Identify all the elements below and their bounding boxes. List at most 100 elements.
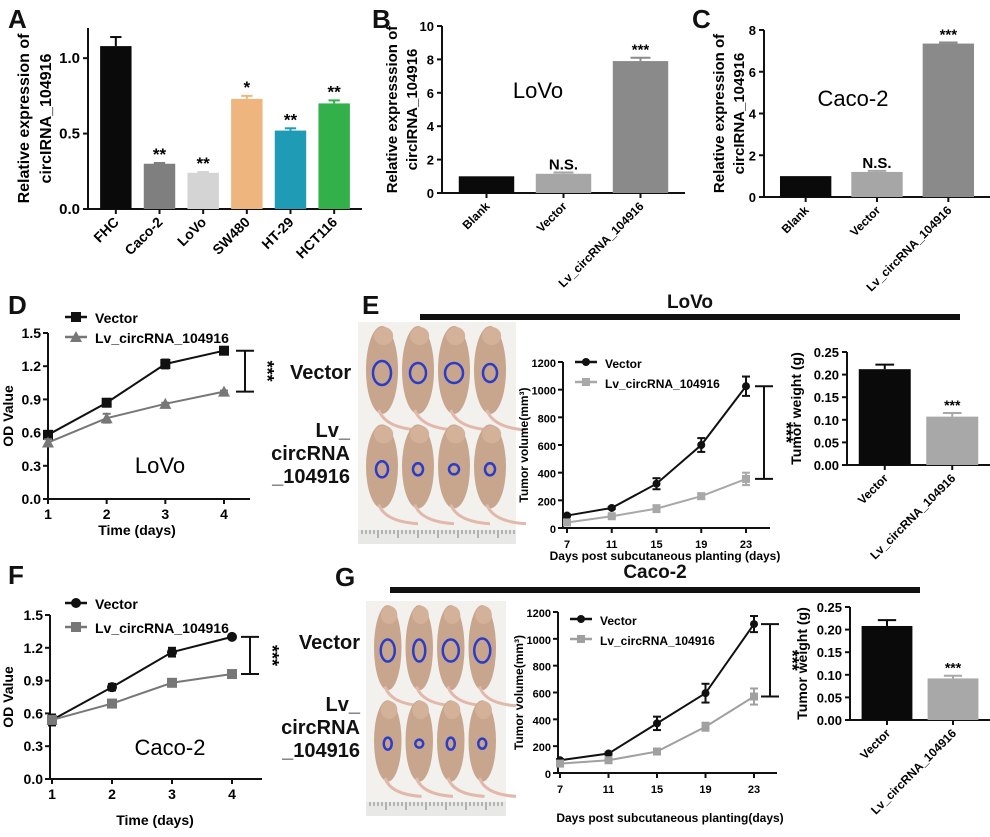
mouse-body bbox=[438, 424, 470, 509]
significance-label: *** bbox=[257, 361, 277, 382]
significance-label: *** bbox=[782, 650, 802, 671]
y-tick-label: 0.3 bbox=[22, 458, 42, 474]
tumor-outline-icon bbox=[483, 462, 497, 477]
data-point bbox=[653, 747, 661, 756]
x-tick-label: 7 bbox=[564, 539, 570, 551]
y-tick-label: 200 bbox=[533, 742, 551, 754]
mouse-body bbox=[438, 326, 470, 414]
x-tick-label: 15 bbox=[650, 539, 662, 551]
bar bbox=[187, 172, 219, 209]
tumor-outline-icon bbox=[477, 737, 488, 750]
mouse-tail bbox=[449, 503, 491, 526]
data-point bbox=[43, 429, 53, 440]
y-tick-label: 1200 bbox=[527, 608, 551, 620]
data-point bbox=[697, 441, 706, 449]
mouse-head bbox=[410, 425, 430, 444]
y-tick-label: 6 bbox=[427, 86, 434, 101]
y-tick-label: 0.20 bbox=[814, 368, 839, 383]
data-point bbox=[750, 692, 758, 701]
x-tick-label: 15 bbox=[651, 784, 663, 796]
y-tick-label: 0 bbox=[427, 186, 434, 201]
x-tick-label: Vector bbox=[534, 199, 570, 235]
y-tick-label: 0.15 bbox=[814, 390, 839, 405]
mice-label-lv-g: Lv_ circRNA _104916 bbox=[270, 694, 360, 763]
mouse-head bbox=[412, 701, 429, 720]
data-point bbox=[604, 749, 613, 758]
y-tick-label: 0.5 bbox=[59, 126, 80, 143]
y-axis-label: circIRNA_104916 bbox=[404, 49, 421, 171]
tumor-outline-icon bbox=[447, 463, 461, 476]
data-point bbox=[101, 397, 112, 408]
data-point bbox=[563, 511, 571, 520]
mice-photo-caco2 bbox=[366, 601, 517, 816]
chart-b-lovo-expression: 0 2 4 6 8 10 Relative expresssion of circIRNA_1… bbox=[384, 19, 685, 290]
mouse-head bbox=[482, 327, 502, 345]
bar bbox=[100, 46, 132, 209]
significance-label: N.S. bbox=[549, 156, 578, 173]
mice-label-vector-g: Vector bbox=[298, 632, 360, 654]
y-tick-label: 0 bbox=[550, 524, 556, 536]
mice-label-lv-line2: circRNA bbox=[281, 717, 360, 739]
x-axis-label: Days post subcutaneous planting (days) bbox=[550, 549, 781, 563]
mouse-tail bbox=[377, 503, 419, 526]
panel-label-a: A bbox=[8, 4, 27, 34]
y-tick-label: 1.5 bbox=[22, 325, 42, 341]
chart-e-tumor-weight: 0.00 0.05 0.10 0.15 0.20 0.25 Tumor weight (g)… bbox=[788, 345, 990, 562]
y-tick-label: 0.0 bbox=[22, 491, 42, 507]
y-tick-label: 600 bbox=[538, 441, 556, 453]
bar bbox=[779, 176, 832, 197]
y-axis-label: Tumor volume(mm³) bbox=[512, 635, 526, 750]
mouse-tail bbox=[485, 409, 527, 432]
significance-label: ** bbox=[197, 154, 211, 173]
y-tick-label: 0 bbox=[545, 769, 551, 781]
chart-g-tumor-weight: 0.00 0.05 0.10 0.15 0.20 0.25 Tumor weight (g)… bbox=[794, 600, 990, 817]
legend-marker bbox=[582, 358, 590, 366]
mouse-head bbox=[410, 327, 430, 345]
panel-label-b: B bbox=[372, 4, 391, 34]
y-tick-label: 6 bbox=[749, 65, 756, 80]
tumor-outline-icon bbox=[382, 736, 393, 751]
ruler bbox=[358, 530, 516, 544]
chart-annotation: Caco-2 bbox=[818, 86, 889, 111]
legend-marker bbox=[577, 635, 585, 643]
mouse-head bbox=[374, 327, 394, 345]
chart-f-caco2-od: 0.0 0.3 0.6 0.9 1.2 1.5 1 2 3 4 Time (days) OD Valu… bbox=[0, 596, 282, 828]
bar bbox=[861, 625, 913, 720]
data-point bbox=[697, 492, 706, 501]
chart-g-tumor-volume: 0 200 400 600 800 1000 1200 7 11 15 19 23 Days post … bbox=[512, 608, 802, 825]
bar bbox=[274, 130, 307, 209]
x-tick-label: 11 bbox=[606, 539, 618, 551]
data-point bbox=[159, 397, 172, 409]
mouse-tail bbox=[478, 777, 517, 798]
data-point bbox=[218, 385, 230, 397]
y-axis-label: Relative expresssion of bbox=[384, 25, 401, 194]
mouse-body bbox=[474, 326, 506, 414]
y-axis-label: Tumor weight (g) bbox=[788, 352, 804, 465]
x-axis-label: Time (days) bbox=[116, 812, 194, 828]
bar bbox=[927, 678, 979, 720]
bar bbox=[318, 103, 350, 209]
significance-label: *** bbox=[776, 422, 796, 443]
significance-label: N.S. bbox=[862, 155, 891, 172]
data-point bbox=[742, 474, 750, 483]
y-tick-label: 1200 bbox=[532, 358, 556, 370]
mouse-tail bbox=[446, 777, 485, 798]
data-point bbox=[107, 682, 117, 693]
header-bar-lovo bbox=[420, 314, 960, 320]
x-tick-label: SW480 bbox=[209, 214, 253, 258]
legend-label: Lv_circRNA_104916 bbox=[600, 634, 715, 648]
data-point bbox=[750, 620, 758, 629]
legend-label: Lv_circRNA_104916 bbox=[95, 330, 229, 346]
x-tick-label: Vector bbox=[857, 726, 893, 762]
x-tick-label: HCT116 bbox=[293, 214, 341, 262]
bar bbox=[858, 369, 911, 465]
mouse-head bbox=[446, 327, 466, 345]
tumor-outline-icon bbox=[371, 359, 393, 387]
data-point bbox=[227, 631, 237, 642]
tumor-outline-icon bbox=[441, 638, 460, 663]
x-tick-label: Blank bbox=[460, 199, 493, 232]
y-tick-label: 0 bbox=[749, 190, 756, 205]
legend-marker bbox=[70, 331, 82, 342]
mouse-head bbox=[475, 701, 492, 720]
